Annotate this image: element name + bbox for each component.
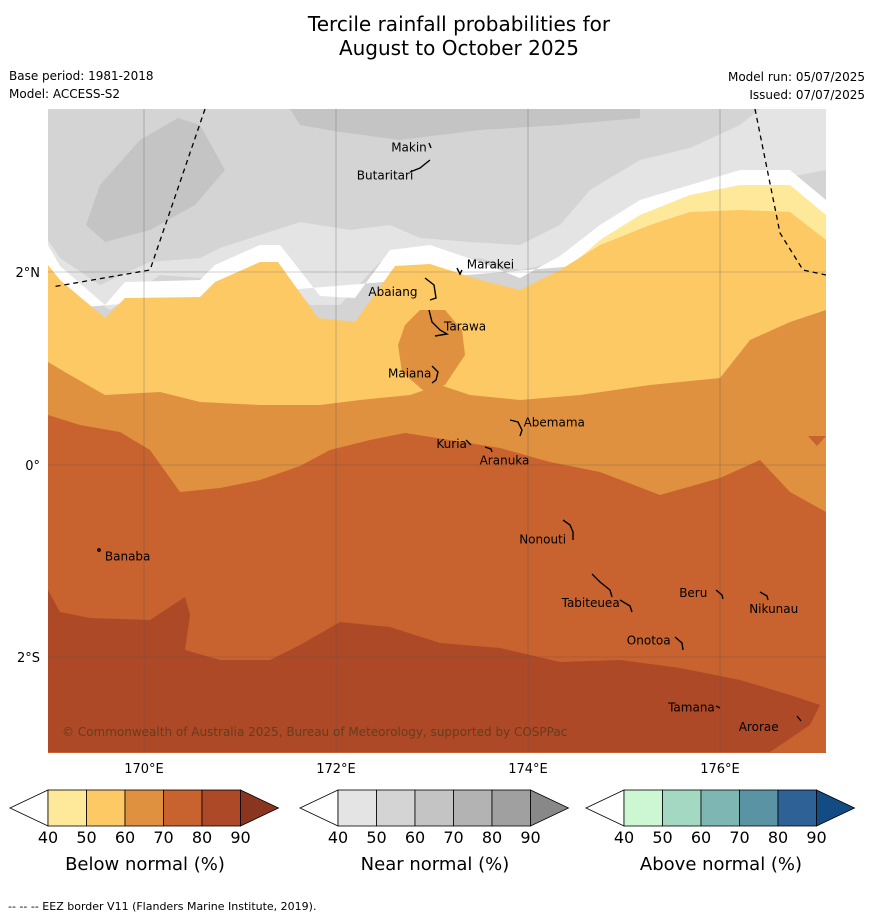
colorbar-segment [201,789,241,827]
colorbar-tick-label: 40 [327,828,349,847]
colorbar-segment [124,789,164,827]
model-name: Model: ACCESS-S2 [9,87,121,101]
colorbars [9,789,856,827]
colorbar-segment [623,789,663,827]
colorbar-segment [163,789,203,827]
colorbar-segment [777,789,817,827]
colorbar-tick-label: 80 [767,828,789,847]
colorbar-tick-label: 90 [230,828,251,847]
colorbar-tick-label: 60 [114,828,136,847]
colorbar-tick-label: 40 [613,828,635,847]
colorbar-segment [491,789,531,827]
colorbar-high-extension [816,789,856,827]
colorbar-segment [414,789,454,827]
colorbar-tick-label: 80 [191,828,213,847]
colorbar-low-extension [585,789,625,827]
colorbar-segment [47,789,87,827]
copyright-text: © Commonwealth of Australia 2025, Bureau… [62,725,567,739]
issued-date: Issued: 07/07/2025 [749,88,865,102]
base-period: Base period: 1981-2018 [9,69,154,83]
title-line-1: Tercile rainfall probabilities for [307,12,611,36]
map-title: Tercile rainfall probabilities for Augus… [0,12,873,60]
eez-border-west [51,109,206,288]
place-label-kuria: Kuria [436,437,467,451]
lon-label-174: 174°E [508,762,548,777]
lat-label-2n: 2°N [16,266,41,281]
place-labels: Makin Butaritari Marakei Abaiang Tarawa Maian… [105,140,798,734]
colorbar-segment [662,789,702,827]
place-label-makin: Makin [391,140,427,154]
colorbar-tick-label: 90 [520,828,541,847]
axis-labels: 170°E 172°E 174°E 176°E 2°N 0° 2°S [16,266,740,777]
graticule [48,109,826,753]
footnote: -- -- -- EEZ border V11 (Flanders Marine… [8,900,317,913]
place-label-maiana: Maiana [388,367,431,381]
colorbar-tick-label: 50 [652,828,673,847]
place-label-aranuka: Aranuka [480,454,530,468]
colorbar-segment [739,789,779,827]
place-label-abemama: Abemama [524,416,585,430]
place-label-nonouti: Nonouti [519,533,566,547]
colorbar-segment [700,789,740,827]
place-label-tamana: Tamana [667,701,715,715]
colorbar-tick-label: 60 [690,828,712,847]
colorbar-tick-label: 80 [481,828,503,847]
below-normal-90-region [48,590,820,752]
below-normal-90-patch [48,680,110,752]
colorbar-high-extension [240,789,280,827]
above-normal-legend-label: Above normal (%) [639,854,803,875]
place-label-marakei: Marakei [467,258,514,272]
colorbar-tick-label: 60 [404,828,426,847]
colorbar-segment [86,789,126,827]
place-label-tabiteuea: Tabiteuea [561,596,620,610]
near-normal-legend-label: Near normal (%) [360,854,510,875]
colorbar-high-extension [530,789,570,827]
colorbar-tick-label: 70 [153,828,174,847]
lon-label-176: 176°E [700,762,740,777]
colorbar-tick-label: 50 [366,828,387,847]
near-normal-70-region [290,109,640,140]
lat-label-0: 0° [25,459,40,474]
probability-field: Makin Butaritari Marakei Abaiang Tarawa Maian… [48,109,826,753]
colorbar-tick-label: 70 [443,828,464,847]
colorbar-low-extension [9,789,49,827]
island-outlines [97,142,802,722]
colorbar-segment [453,789,493,827]
title-line-2: August to October 2025 [338,36,580,60]
colorbar-tick-label: 90 [806,828,827,847]
colorbar-tick-label: 50 [76,828,97,847]
place-label-beru: Beru [679,586,707,600]
colorbar-0 [9,789,280,827]
colorbar-low-extension [299,789,339,827]
colorbar-segment [376,789,416,827]
lat-label-2s: 2°S [17,651,40,666]
colorbar-segment [337,789,377,827]
colorbar-2 [585,789,856,827]
eez-border-east [754,109,826,276]
near-normal-70-region [86,118,225,242]
place-label-butaritari: Butaritari [357,168,414,182]
below-normal-70-patch [398,310,465,392]
lon-label-170: 170°E [124,762,164,777]
place-label-onotoa: Onotoa [627,633,671,647]
place-label-abaiang: Abaiang [368,285,417,299]
colorbar-1 [299,789,570,827]
place-label-banaba: Banaba [105,550,151,564]
colorbar-tick-label: 40 [37,828,59,847]
place-label-nikunau: Nikunau [749,602,798,616]
colorbar-tick-label: 70 [729,828,750,847]
place-label-tarawa: Tarawa [443,319,486,333]
lon-label-172: 172°E [316,762,356,777]
below-normal-80-patch [808,436,826,446]
below-normal-legend-label: Below normal (%) [65,854,225,875]
model-run: Model run: 05/07/2025 [727,70,865,84]
place-label-arorae: Arorae [739,720,779,734]
